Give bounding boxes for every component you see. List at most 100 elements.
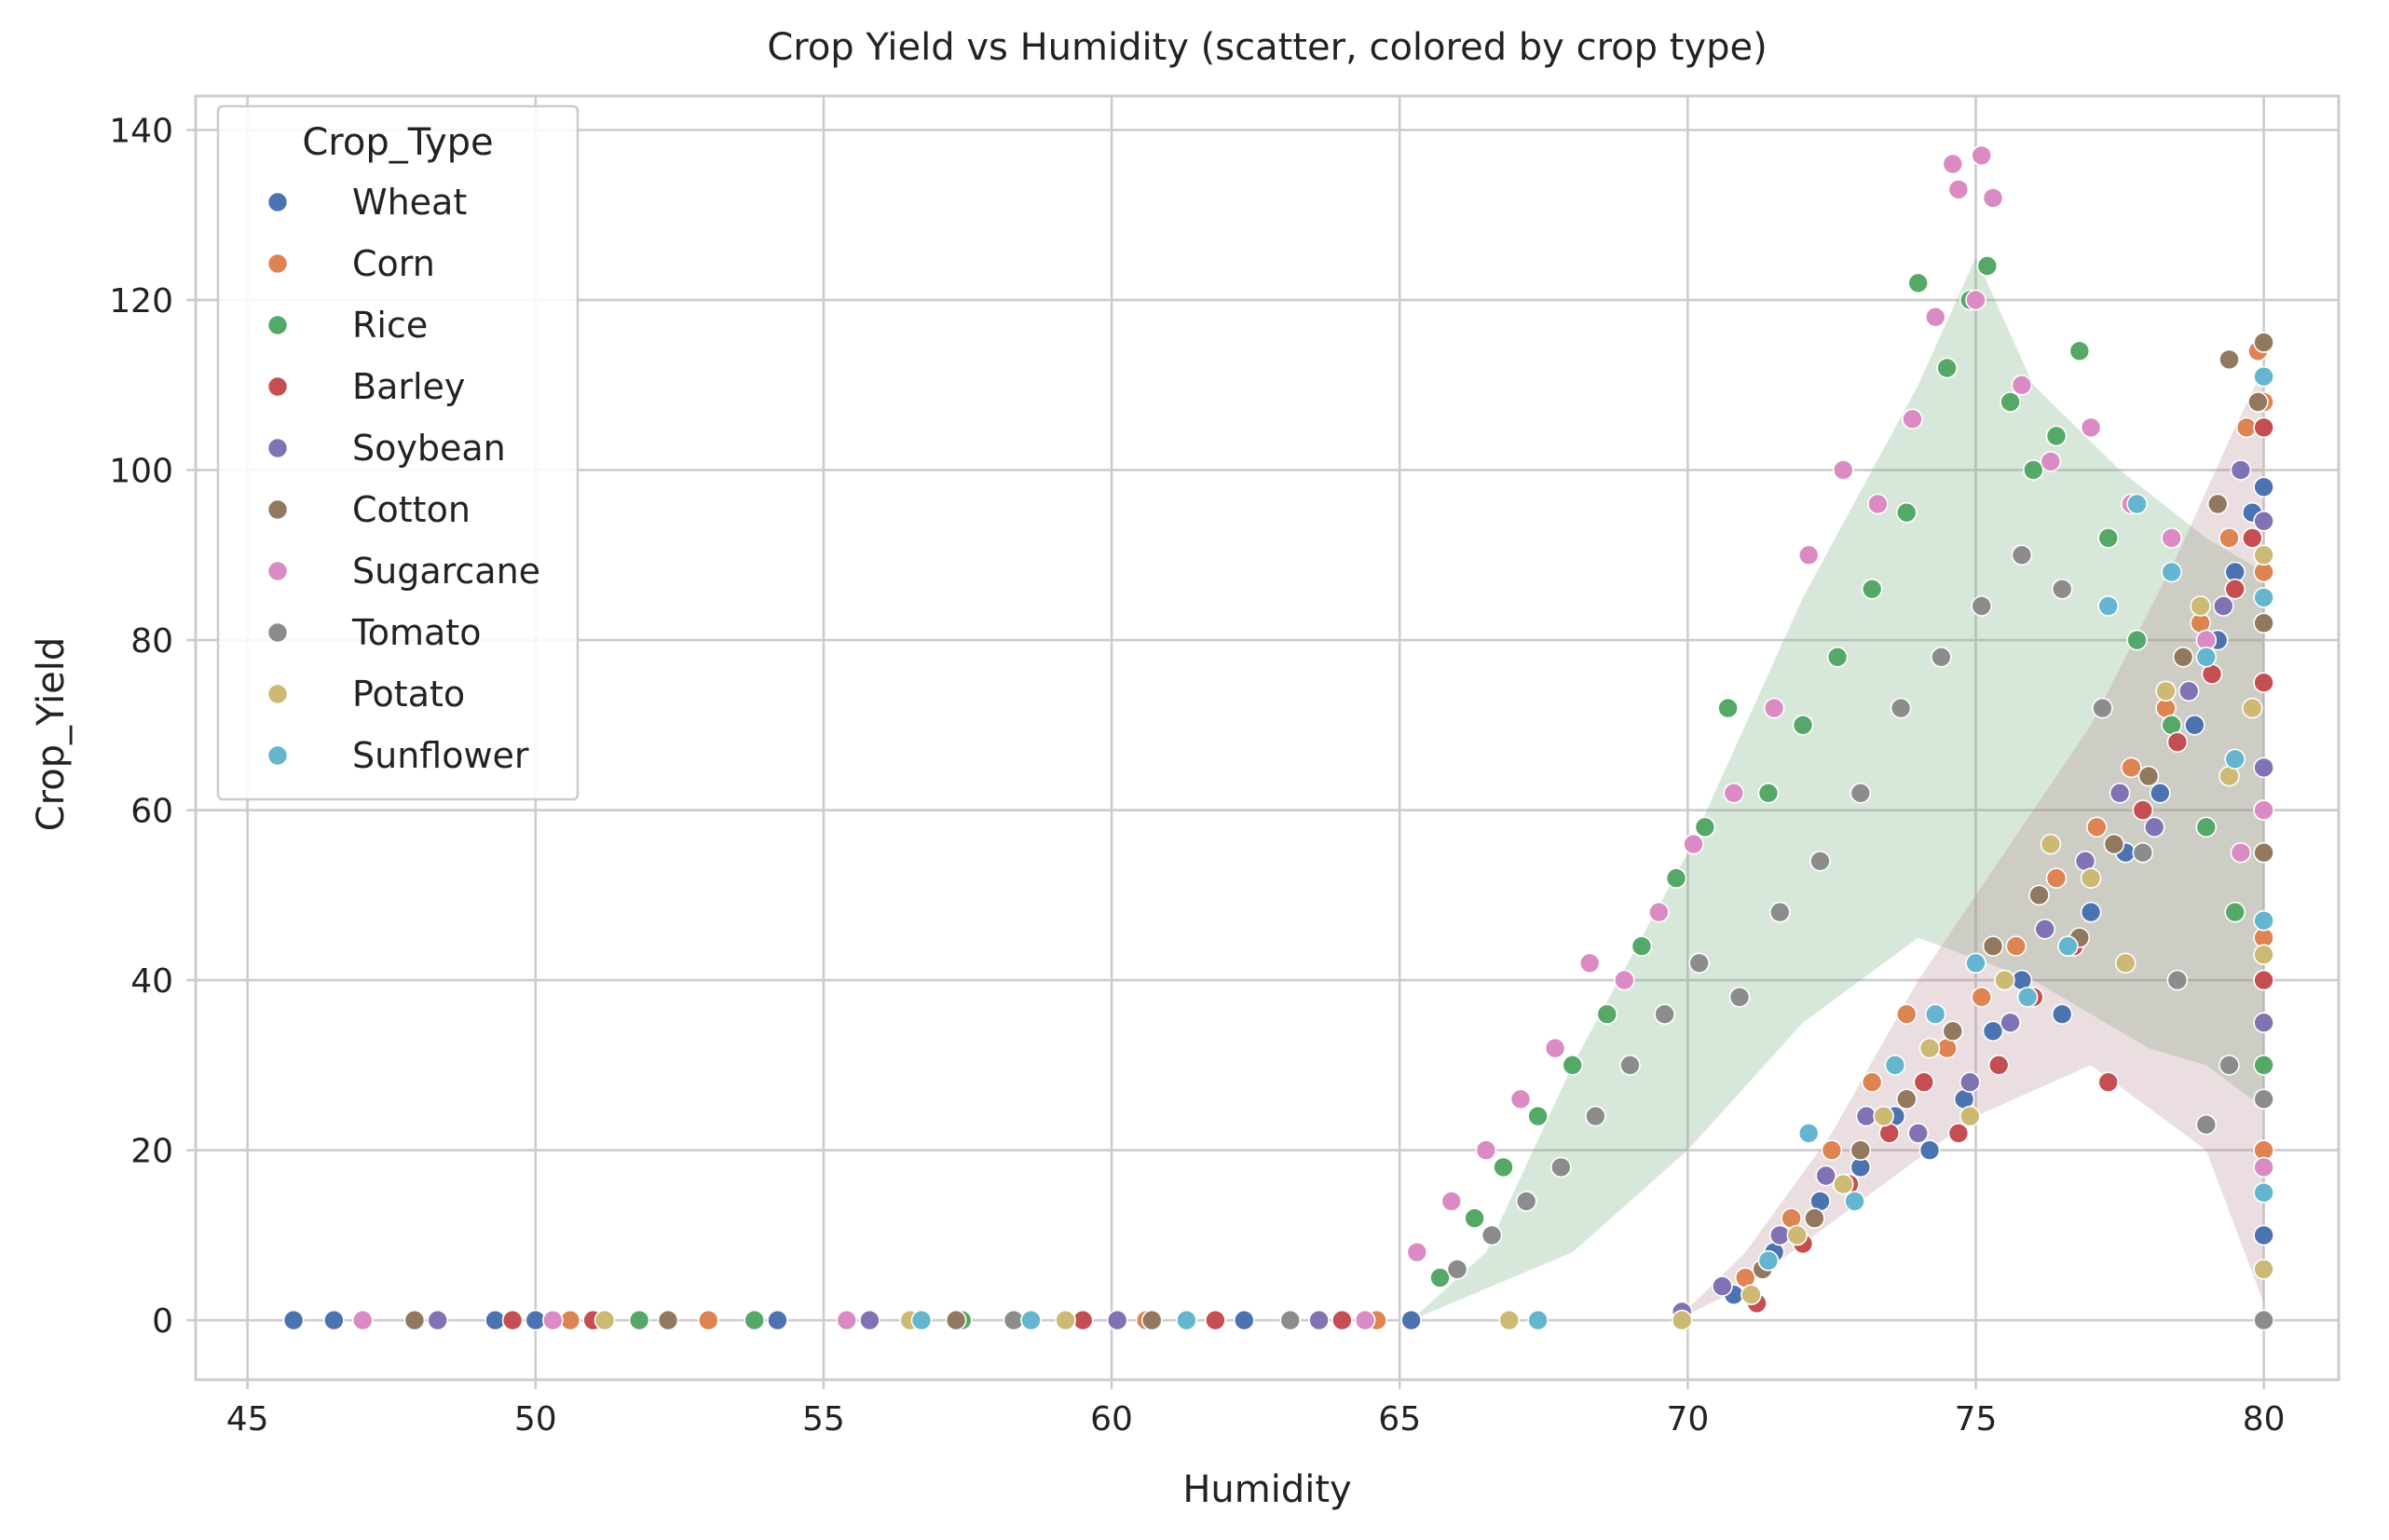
y-tick-label: 140 <box>109 113 173 151</box>
data-point <box>1688 952 1710 974</box>
data-point <box>541 1309 564 1331</box>
data-point <box>1498 1309 1520 1331</box>
data-point <box>2143 816 2165 838</box>
data-point <box>2016 987 2039 1008</box>
legend-marker <box>266 498 289 521</box>
y-tick-label: 100 <box>109 453 173 491</box>
data-point <box>1942 1020 1964 1043</box>
data-point <box>1493 1156 1514 1179</box>
x-tick-label: 70 <box>1666 1400 1709 1438</box>
data-point <box>1648 901 1670 923</box>
data-point <box>2114 952 2136 974</box>
data-point <box>2253 416 2274 439</box>
data-point <box>2057 935 2079 957</box>
data-point <box>2034 918 2055 940</box>
legend-marker <box>266 683 289 705</box>
data-point <box>2253 1055 2274 1076</box>
legend-label: Potato <box>352 674 465 715</box>
y-tick-label: 120 <box>109 282 173 320</box>
data-point <box>2097 1071 2119 1093</box>
data-point <box>2005 935 2027 957</box>
data-point <box>1965 289 1986 311</box>
data-point <box>2126 493 2148 515</box>
legend-marker <box>266 437 289 459</box>
data-point <box>2000 391 2021 413</box>
data-point <box>1931 646 1952 668</box>
data-point <box>2253 756 2274 779</box>
data-point <box>2040 451 2062 472</box>
data-point <box>501 1309 524 1331</box>
data-point <box>1741 1284 1762 1305</box>
data-point <box>282 1309 305 1331</box>
data-point <box>1683 833 1704 855</box>
data-point <box>1873 1105 1894 1127</box>
data-point <box>2028 884 2050 906</box>
data-point <box>2068 340 2091 362</box>
data-point <box>1815 1165 1836 1187</box>
data-point <box>1619 1055 1641 1076</box>
y-tick-label: 0 <box>152 1302 173 1341</box>
data-point <box>2166 731 2189 753</box>
data-point <box>2195 816 2218 838</box>
legend-frame <box>216 104 580 801</box>
data-point <box>657 1309 679 1331</box>
legend-label: Tomato <box>351 612 481 653</box>
data-point <box>1585 1105 1606 1127</box>
data-point <box>2230 459 2252 481</box>
data-point <box>859 1309 881 1331</box>
data-point <box>2177 680 2200 702</box>
data-point <box>1671 1309 1693 1331</box>
data-point <box>1861 1071 1883 1093</box>
data-point <box>1850 782 1872 804</box>
data-point <box>1141 1309 1163 1331</box>
grid-lines <box>196 96 2339 1380</box>
data-point <box>2253 544 2274 566</box>
data-point <box>1947 179 1970 200</box>
data-point <box>1578 952 1601 974</box>
x-tick-label: 75 <box>1955 1400 1998 1438</box>
data-point <box>1614 969 1635 991</box>
data-point <box>2253 587 2274 608</box>
data-point <box>1959 1105 1981 1127</box>
data-point <box>2206 493 2229 515</box>
data-point <box>1965 952 1986 974</box>
data-point <box>1907 1123 1929 1144</box>
data-point <box>2080 867 2102 889</box>
legend-marker <box>266 744 289 767</box>
data-point <box>1665 867 1687 889</box>
data-point <box>2045 425 2068 447</box>
data-point <box>2051 1003 2073 1025</box>
data-point <box>1723 782 1745 804</box>
x-tick-label: 65 <box>1378 1400 1421 1438</box>
legend-label: Sunflower <box>352 735 529 776</box>
legend-label: Corn <box>352 243 435 284</box>
data-point <box>1481 1224 1503 1247</box>
data-point <box>1527 1309 1549 1331</box>
data-point <box>2103 833 2125 855</box>
data-point <box>2097 595 2119 617</box>
data-point <box>1902 408 1923 430</box>
y-axis-label: Crop_Yield <box>30 637 73 832</box>
data-point <box>1596 1003 1618 1025</box>
data-point <box>1867 493 1889 515</box>
data-point <box>1821 1139 1843 1161</box>
data-point <box>2137 765 2160 787</box>
data-point <box>1406 1241 1428 1263</box>
data-point <box>2126 629 2148 651</box>
data-point <box>2218 527 2240 549</box>
data-point <box>2253 799 2274 821</box>
data-point <box>2230 841 2252 864</box>
data-point <box>1833 459 1854 481</box>
data-point <box>2253 510 2274 532</box>
data-point <box>1055 1309 1076 1331</box>
data-point <box>628 1309 650 1331</box>
data-point <box>2155 680 2177 702</box>
data-point <box>1826 646 1849 668</box>
data-point <box>1728 987 1751 1008</box>
data-point <box>2253 969 2274 991</box>
y-tick-label: 60 <box>130 793 173 831</box>
data-point <box>1440 1191 1463 1212</box>
data-point <box>2247 391 2269 413</box>
data-point <box>1475 1139 1497 1161</box>
legend-entries: Wheat Corn Rice Barley Soybean Cotton Sugarcan… <box>266 182 540 776</box>
